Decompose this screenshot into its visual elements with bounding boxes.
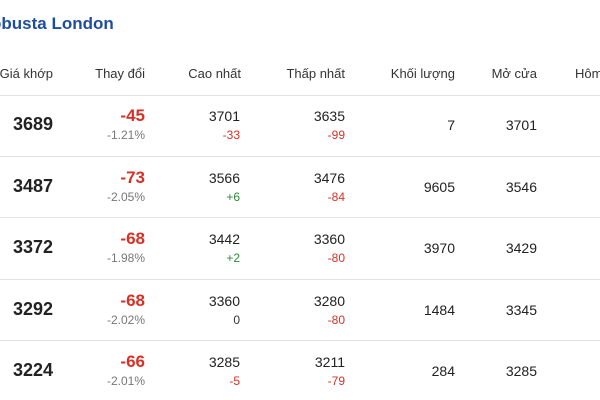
high-change: -33	[222, 128, 240, 142]
column-header: Thấp nhất	[286, 66, 345, 81]
high: 3285	[208, 354, 240, 370]
header-separator	[0, 95, 600, 96]
column-header: Cao nhất	[188, 66, 241, 81]
change-percent: -2.05%	[106, 189, 145, 204]
change: -68	[120, 290, 145, 310]
high: 3566	[208, 169, 240, 186]
column-header: Thay đổi	[95, 66, 145, 81]
open: 3429	[505, 240, 537, 256]
high-change: +6	[226, 189, 240, 204]
row-separator	[0, 217, 600, 218]
volume: 7	[447, 117, 455, 133]
change: -73	[120, 167, 145, 187]
low-change: -79	[327, 374, 345, 388]
volume: 284	[431, 363, 455, 379]
open: 3285	[505, 363, 537, 379]
high-change: -5	[229, 374, 240, 388]
change-percent: -1.98%	[106, 251, 145, 265]
high: 3442	[208, 231, 240, 247]
price: 3224	[12, 360, 53, 380]
price: 3487	[12, 175, 53, 196]
low-change: -80	[327, 251, 345, 265]
change-percent: -2.02%	[106, 312, 145, 327]
change-percent: -2.01%	[106, 374, 145, 388]
column-header: Khối lượng	[390, 66, 455, 81]
low: 3280	[313, 292, 345, 309]
high: 3701	[208, 108, 240, 124]
column-header: Mở cửa	[491, 66, 537, 81]
row-separator	[0, 278, 600, 280]
change-percent: -1.21%	[106, 128, 145, 142]
volume: 3970	[423, 240, 455, 256]
high-change: +2	[226, 251, 240, 265]
change: -45	[120, 106, 145, 125]
volume: 9605	[423, 178, 455, 195]
volume: 1484	[423, 301, 455, 318]
price: 3372	[12, 237, 53, 257]
column-header: Giá khớp	[0, 66, 53, 81]
change: -66	[120, 352, 145, 371]
row-separator	[0, 340, 600, 341]
low-change: -84	[327, 189, 345, 204]
price: 3689	[12, 114, 53, 134]
high: 3360	[208, 292, 240, 309]
low: 3476	[313, 169, 345, 186]
low: 3211	[314, 354, 345, 370]
open: 3345	[505, 301, 537, 318]
column-header: Hôm	[575, 66, 600, 81]
low-change: -80	[327, 312, 345, 327]
high-change: 0	[233, 312, 240, 327]
row-separator	[0, 155, 600, 157]
title: obusta London	[0, 14, 114, 33]
low-change: -99	[327, 128, 345, 142]
open: 3546	[505, 178, 537, 195]
low: 3635	[313, 108, 345, 124]
open: 3701	[505, 117, 537, 133]
price: 3292	[12, 298, 53, 319]
low: 3360	[313, 231, 345, 247]
change: -68	[120, 229, 145, 248]
